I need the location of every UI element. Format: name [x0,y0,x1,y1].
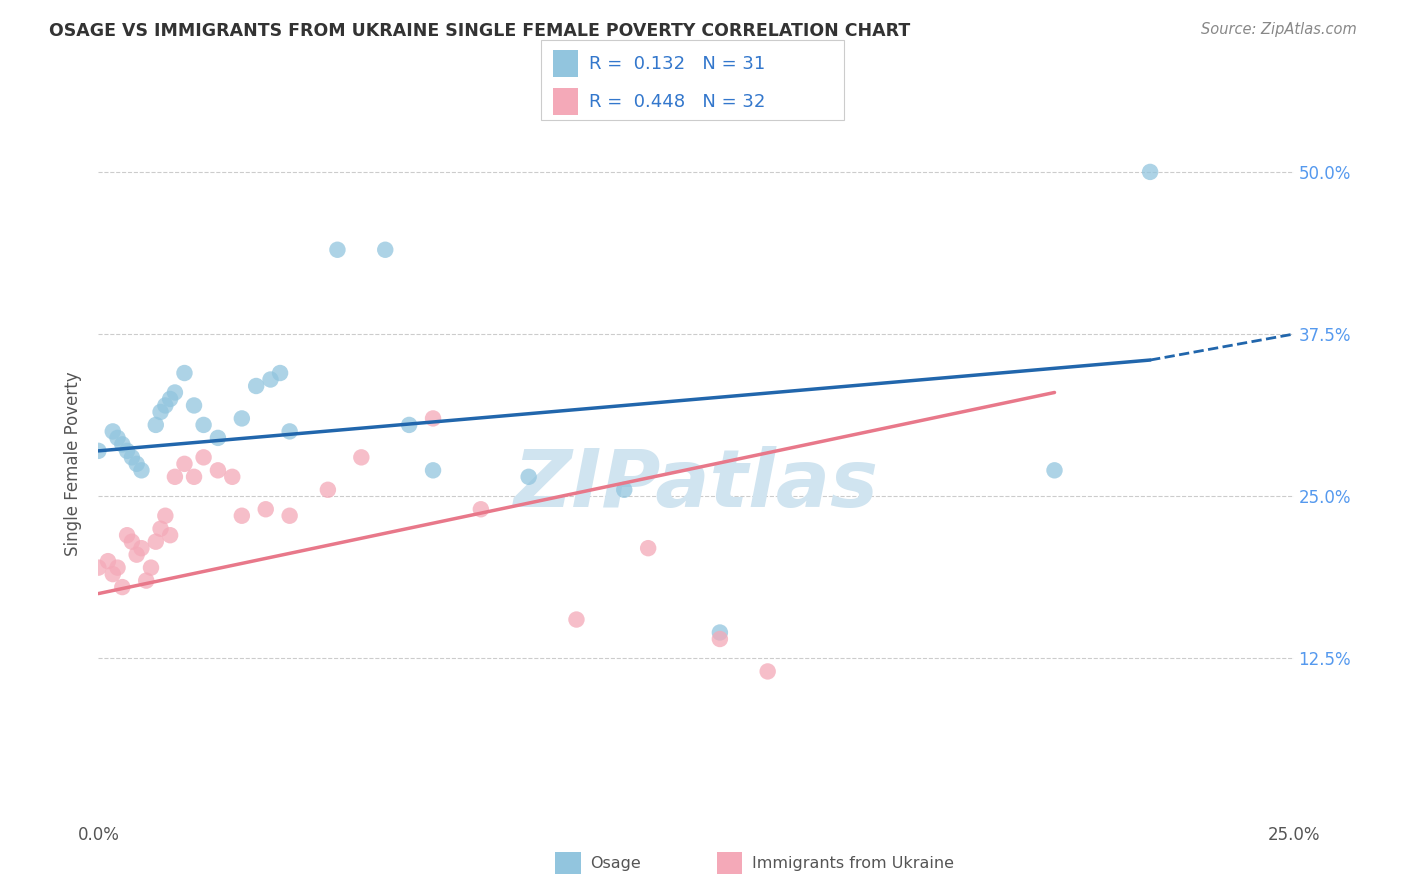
Point [131,463,153,477]
Point [193,450,215,465]
Text: OSAGE VS IMMIGRANTS FROM UKRAINE SINGLE FEMALE POVERTY CORRELATION CHART: OSAGE VS IMMIGRANTS FROM UKRAINE SINGLE … [49,22,911,40]
Point [193,417,215,432]
Point [1043,463,1066,477]
Text: R =  0.448   N = 32: R = 0.448 N = 32 [589,93,765,111]
Text: Immigrants from Ukraine: Immigrants from Ukraine [752,856,955,871]
Point [316,483,339,497]
Point [101,425,124,439]
Point [121,534,143,549]
Point [101,567,124,582]
Point [111,437,134,451]
Point [125,548,148,562]
Point [350,450,373,465]
Point [183,470,205,484]
Point [374,243,396,257]
Point [131,541,153,556]
Text: Source: ZipAtlas.com: Source: ZipAtlas.com [1201,22,1357,37]
Point [613,483,636,497]
Point [163,470,186,484]
Point [135,574,157,588]
Point [565,613,588,627]
Point [115,528,138,542]
Point [149,522,172,536]
Text: Osage: Osage [591,856,641,871]
Point [139,560,162,574]
Point [207,463,229,477]
Point [121,450,143,465]
Point [97,554,120,568]
Point [107,560,129,574]
Point [149,405,172,419]
Point [207,431,229,445]
Point [756,665,779,679]
Point [173,366,195,380]
Text: ZIPatlas: ZIPatlas [513,446,879,524]
Point [422,463,444,477]
Point [155,399,177,413]
Point [163,385,186,400]
Point [107,431,129,445]
Point [637,541,659,556]
Point [398,417,420,432]
Point [87,443,110,458]
Point [87,560,110,574]
Point [269,366,291,380]
Point [159,392,181,406]
Point [517,470,540,484]
Point [231,411,253,425]
Y-axis label: Single Female Poverty: Single Female Poverty [65,372,83,556]
Point [155,508,177,523]
Point [145,534,167,549]
Point [259,372,281,386]
Point [245,379,267,393]
Point [254,502,277,516]
Point [231,508,253,523]
Point [221,470,243,484]
Point [125,457,148,471]
Point [159,528,181,542]
Point [115,443,138,458]
Point [278,508,301,523]
Point [145,417,167,432]
Point [470,502,492,516]
Point [1139,165,1161,179]
Point [709,625,731,640]
Point [111,580,134,594]
Point [709,632,731,646]
Point [422,411,444,425]
Point [173,457,195,471]
Point [183,399,205,413]
Point [278,425,301,439]
Point [326,243,349,257]
Text: R =  0.132   N = 31: R = 0.132 N = 31 [589,54,765,73]
